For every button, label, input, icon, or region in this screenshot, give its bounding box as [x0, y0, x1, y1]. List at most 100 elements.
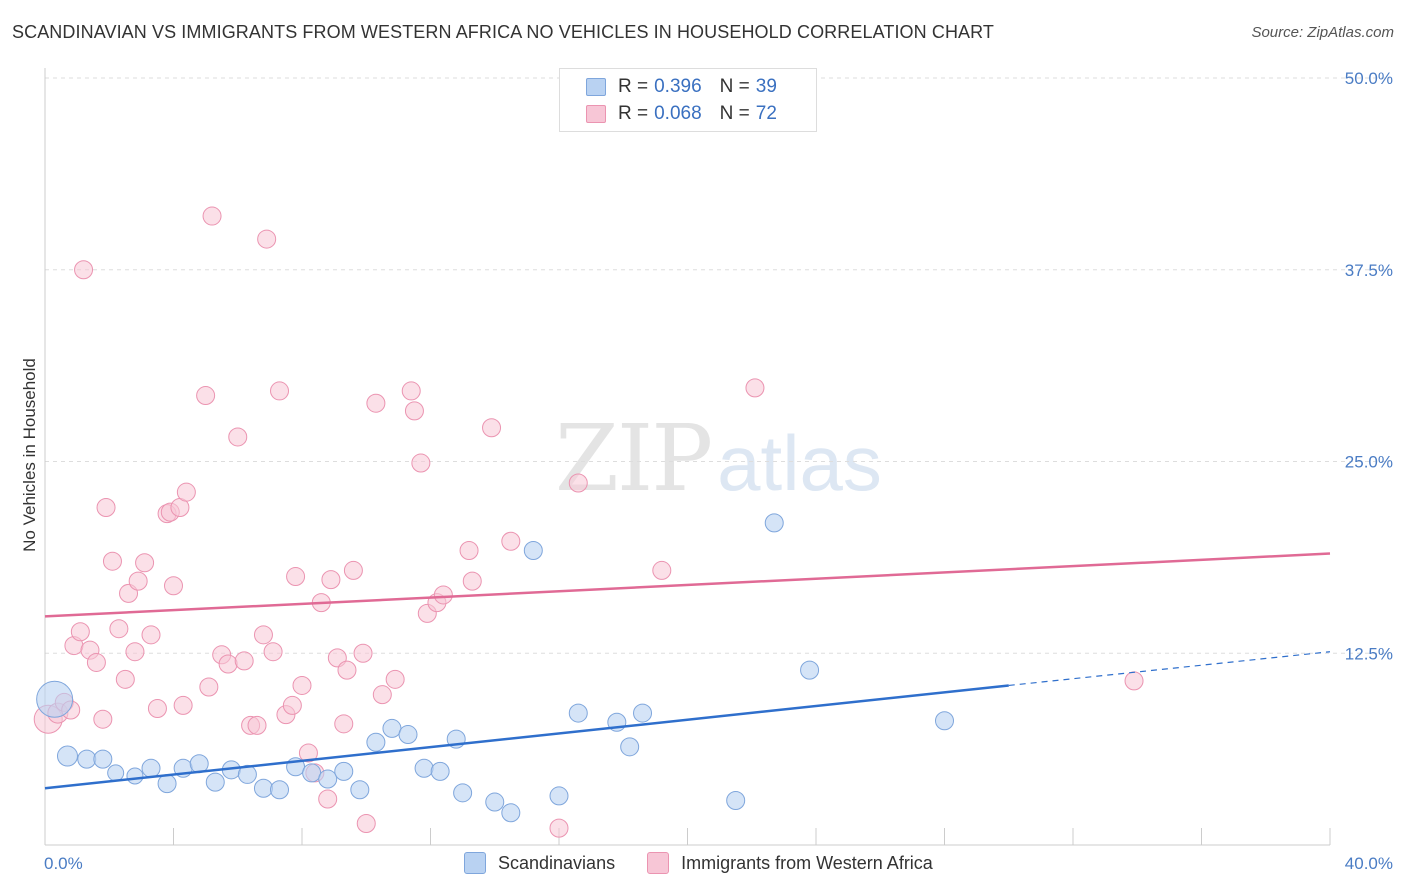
immigrants-point — [96, 498, 116, 518]
scandinavians-point — [126, 767, 144, 785]
immigrants-point — [366, 393, 386, 413]
immigrants-point — [318, 789, 338, 809]
x-tick-label-max: 40.0% — [1345, 854, 1393, 873]
scandinavians-point — [549, 786, 569, 806]
immigrants-point — [404, 401, 424, 421]
immigrants-point — [173, 695, 193, 715]
watermark-zip: ZIP — [555, 405, 713, 512]
immigrants-point — [482, 418, 502, 438]
legend-r-value: 0.396 — [654, 76, 702, 97]
immigrants-point — [334, 714, 354, 734]
scandinavians-point — [726, 791, 746, 811]
immigrants-point — [401, 381, 421, 401]
immigrants-point — [176, 482, 196, 502]
immigrants-point — [196, 386, 216, 406]
immigrants-point — [164, 576, 183, 596]
y-tick-label: 25.0% — [1345, 453, 1393, 472]
legend-n-value: 39 — [755, 76, 777, 97]
immigrants-point — [93, 709, 113, 729]
axes — [44, 68, 1331, 846]
scandinavians-point — [501, 803, 521, 823]
scandinavians-point — [935, 711, 954, 731]
scandinavians-trend-line — [44, 684, 1009, 790]
immigrants-point — [86, 652, 106, 672]
immigrants-point — [125, 642, 145, 662]
immigrants-point — [385, 669, 405, 689]
scandinavians-point — [318, 769, 338, 789]
immigrants-point — [298, 743, 318, 763]
legend-r-label: R = — [618, 103, 649, 124]
immigrants-point — [343, 560, 363, 580]
immigrants-point — [501, 531, 521, 551]
legend-item-immigrants: Immigrants from Western Africa — [647, 852, 933, 874]
scandinavians-point — [800, 660, 820, 680]
scandinavians-point — [350, 780, 370, 800]
immigrants-point — [549, 818, 569, 838]
legend-r-value: 0.068 — [654, 103, 702, 124]
immigrants-point — [109, 619, 129, 639]
legend-swatch-blue — [586, 78, 606, 96]
scandinavians-point — [414, 758, 434, 778]
y-tick-label: 50.0% — [1345, 69, 1393, 88]
immigrants-point — [462, 571, 482, 591]
immigrants-point — [292, 675, 312, 695]
immigrants-point — [247, 715, 267, 735]
scandinavians-point — [334, 761, 354, 781]
watermark-atlas: atlas — [717, 419, 882, 507]
scandinavians-point — [398, 725, 418, 745]
legend-row-immigrants: R = 0.068 N = 72 — [586, 102, 777, 126]
immigrants-point — [234, 651, 254, 671]
immigrants-point — [228, 427, 248, 447]
immigrants-point — [135, 553, 155, 573]
scandinavians-point — [205, 772, 225, 792]
trend-lines — [44, 552, 1331, 790]
immigrants-point — [568, 473, 588, 493]
scandinavians-point — [366, 732, 386, 752]
immigrants-point — [141, 625, 161, 645]
legend-row-scandinavians: R = 0.396 N = 39 — [586, 75, 777, 99]
immigrants-point — [286, 567, 306, 587]
scandinavians-point — [382, 718, 402, 738]
scandinavians-point — [302, 763, 322, 783]
legend-swatch-pink — [647, 852, 670, 874]
scandinavians-point — [93, 749, 113, 769]
immigrants-point — [652, 560, 672, 580]
scandinavians-point — [36, 680, 74, 718]
immigrants-point — [115, 669, 135, 689]
scandinavians-point — [633, 703, 653, 723]
immigrants-point — [745, 378, 765, 398]
scandinavians-point — [270, 780, 290, 800]
legend-n-value: 72 — [755, 103, 777, 124]
immigrants-point — [218, 654, 238, 674]
scandinavians-point — [157, 774, 177, 794]
correlation-legend: R = 0.396 N = 39 R = 0.068 N = 72 — [559, 68, 817, 132]
y-tick-label: 12.5% — [1345, 644, 1393, 663]
legend-label: Immigrants from Western Africa — [681, 852, 933, 873]
immigrants-trend-line — [44, 552, 1331, 618]
grid — [45, 77, 1390, 654]
immigrants-point — [411, 453, 431, 473]
y-tick-label: 37.5% — [1345, 261, 1393, 280]
scandinavians-point — [568, 703, 588, 723]
immigrants-point — [147, 698, 167, 718]
legend-item-scandinavians: Scandinavians — [464, 852, 615, 874]
immigrants-point — [433, 585, 453, 605]
series-immigrants-points — [33, 206, 1144, 838]
scandinavians-point — [77, 749, 97, 769]
scandinavians-point — [107, 764, 125, 782]
immigrants-point — [70, 622, 90, 642]
scandinavians-point — [141, 758, 161, 778]
source-label: Source: ZipAtlas.com — [1251, 24, 1394, 41]
watermark: ZIPatlas — [555, 405, 882, 512]
scandinavians-point — [453, 783, 473, 803]
immigrants-point — [1124, 671, 1144, 691]
immigrants-point — [353, 643, 373, 663]
immigrants-point — [257, 229, 277, 249]
scandinavians-point — [485, 792, 505, 812]
chart-title: SCANDINAVIAN VS IMMIGRANTS FROM WESTERN … — [12, 22, 995, 42]
series-legend: Scandinavians Immigrants from Western Af… — [464, 852, 965, 874]
legend-swatch-blue — [464, 852, 486, 874]
scandinavians-point — [430, 761, 450, 781]
scandinavians-point — [56, 745, 78, 767]
